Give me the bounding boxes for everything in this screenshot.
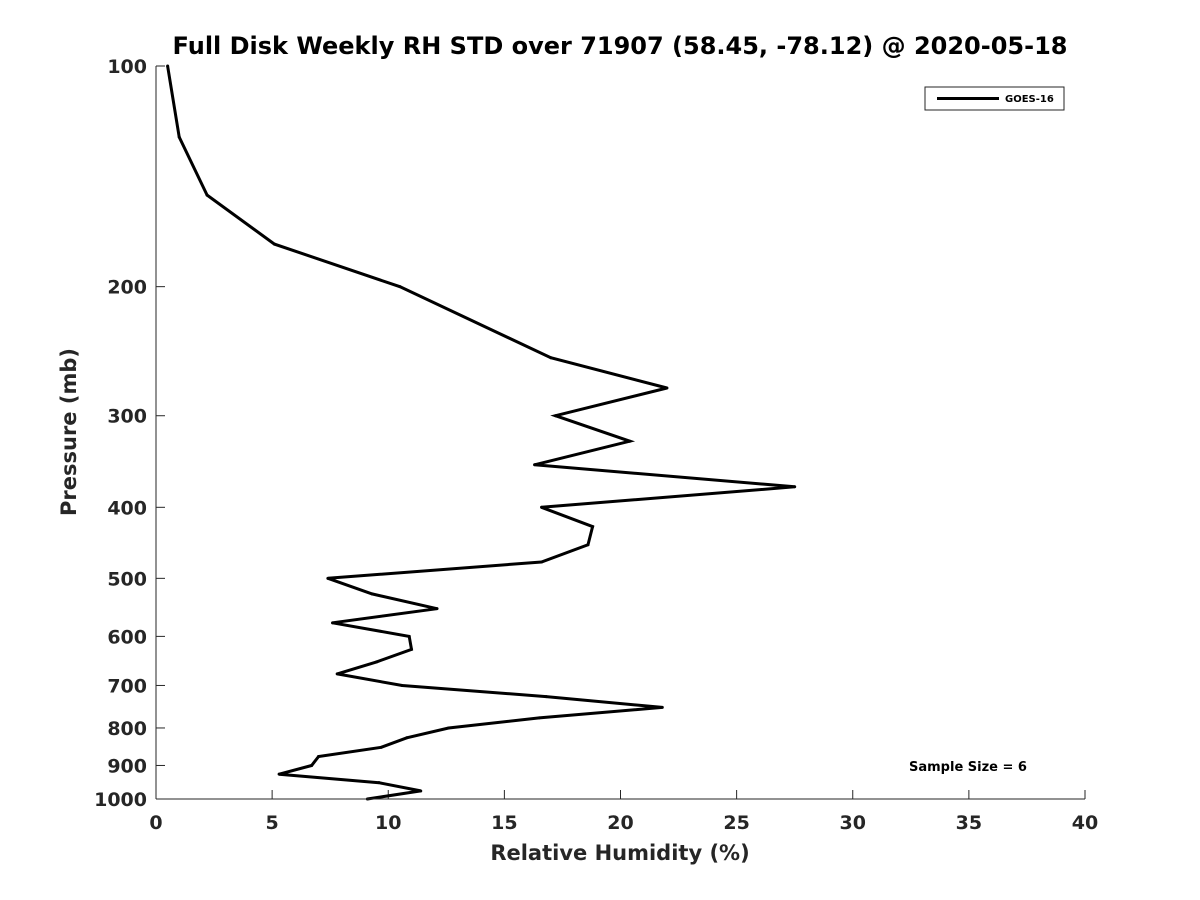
data-point [370,592,374,596]
y-tick-label: 100 [107,56,147,78]
y-tick-label: 400 [107,497,147,519]
data-point [419,789,423,793]
data-point [628,439,632,443]
data-point [277,772,281,776]
data-point [540,505,544,509]
y-tick-label: 200 [107,277,147,299]
data-point [310,763,314,767]
y-axis-label: Pressure (mb) [57,348,81,516]
data-point [533,463,537,467]
x-tick-label: 35 [956,812,982,834]
y-tick-label: 700 [107,675,147,697]
x-tick-label: 0 [149,812,162,834]
data-point [793,485,797,489]
y-tick-label: 1000 [94,789,147,811]
data-point [331,621,335,625]
data-point [205,193,209,197]
data-point [335,672,339,676]
x-tick-label: 10 [375,812,401,834]
data-point [407,634,411,638]
data-point [405,736,409,740]
data-point [540,560,544,564]
series-layer [166,64,797,801]
data-point [375,660,379,664]
data-point [177,135,181,139]
data-point [665,386,669,390]
data-point [409,647,413,651]
data-point [379,745,383,749]
data-point [400,683,404,687]
data-point [447,726,451,730]
x-tick-label: 5 [266,812,279,834]
chart-title: Full Disk Weekly RH STD over 71907 (58.4… [173,32,1068,60]
data-point [591,525,595,529]
y-tick-label: 600 [107,626,147,648]
data-point [398,285,402,289]
x-tick-label: 40 [1072,812,1098,834]
plot-area [156,66,1085,799]
y-tick-label: 500 [107,568,147,590]
y-tick-label: 300 [107,406,147,428]
y-tick-label: 900 [107,755,147,777]
data-point [660,705,664,709]
x-tick-label: 15 [491,812,517,834]
legend-label: GOES-16 [1005,94,1054,105]
x-axis-label: Relative Humidity (%) [490,841,749,865]
data-point [549,356,553,360]
legend: GOES-16 [924,86,1065,111]
series-line-goes-16 [166,65,795,801]
data-point [317,754,321,758]
data-point [553,414,557,418]
data-point [272,242,276,246]
x-axis-ticks: 0 5 10 15 20 25 30 35 40 [149,790,1098,834]
data-point [377,781,381,785]
y-tick-label: 800 [107,718,147,740]
sample-size-annotation: Sample Size = 6 [909,760,1027,775]
x-tick-label: 25 [723,812,749,834]
data-point [435,607,439,611]
data-point [326,576,330,580]
x-tick-label: 30 [840,812,866,834]
y-axis-ticks: 100 200 300 400 500 600 700 800 900 1000 [94,56,165,811]
x-tick-label: 20 [607,812,633,834]
data-point [537,716,541,720]
data-point [166,64,170,68]
data-point [544,695,548,699]
data-point [586,543,590,547]
